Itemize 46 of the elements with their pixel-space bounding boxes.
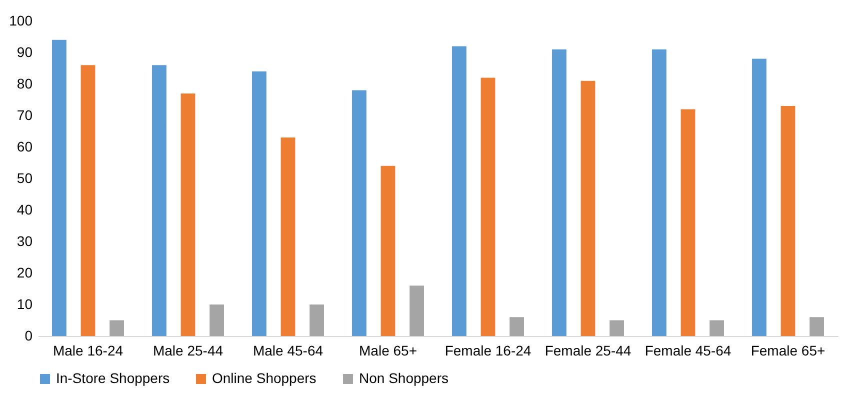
y-tick-label: 50 [16,170,33,186]
legend-label: In-Store Shoppers [56,370,170,386]
bar [680,109,696,336]
bar [380,166,396,336]
y-tick-label: 100 [9,12,33,28]
bar [810,317,824,336]
y-tick-label: 90 [16,44,33,60]
y-tick-label: 20 [16,264,33,280]
bar [352,90,366,336]
bar [780,106,796,336]
bar [710,320,724,336]
y-tick-label: 80 [16,76,33,92]
bar [152,65,166,336]
x-tick-label: Female 25-44 [544,342,632,358]
bar [280,138,296,336]
x-tick-label: Female 16-24 [444,342,532,358]
y-tick-label: 10 [16,296,33,312]
bar [552,49,566,336]
bar [610,320,624,336]
x-tick-label: Male 25-44 [152,342,224,358]
bar [410,286,424,336]
bar [452,46,466,336]
x-tick-label: Male 65+ [359,342,417,358]
bar [252,71,266,336]
bar [580,80,596,336]
y-tick-label: 40 [16,202,33,218]
bar [310,304,324,336]
bar [210,304,224,336]
x-tick-label: Female 65+ [750,342,826,358]
y-tick-label: 0 [24,328,33,344]
legend-label: Online Shoppers [212,370,316,386]
bar [52,40,66,336]
bar [110,320,124,336]
legend-label: Non Shoppers [359,370,449,386]
bar [180,93,196,336]
y-tick-label: 60 [16,138,33,154]
bar [752,58,766,336]
bar [80,65,96,336]
y-tick-label: 30 [16,233,33,249]
bar [480,78,496,336]
x-tick-label: Male 16-24 [52,342,124,358]
x-tick-label: Female 45-64 [644,342,732,358]
bar [510,317,524,336]
x-tick-label: Male 45-64 [252,342,324,358]
y-tick-label: 70 [16,107,33,123]
bar [652,49,666,336]
